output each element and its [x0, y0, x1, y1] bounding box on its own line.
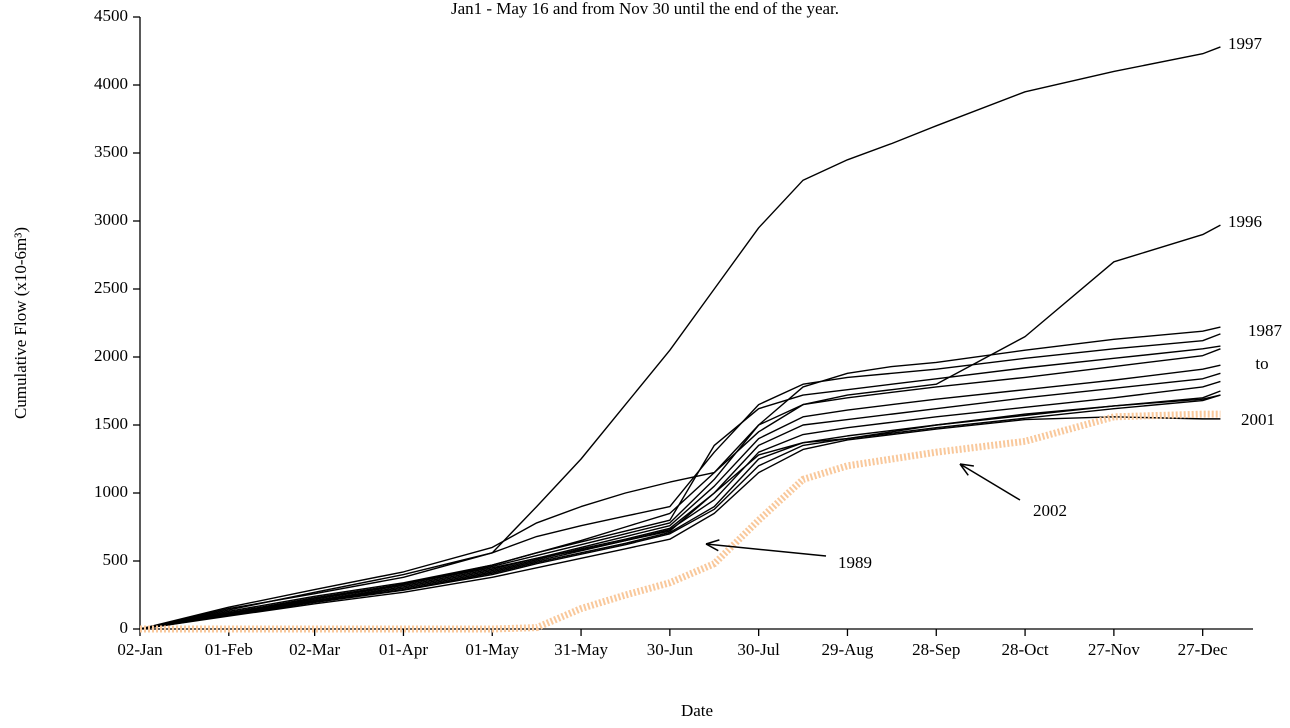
y-tick-label: 500 [103, 550, 129, 569]
arrow [705, 543, 827, 557]
arrow [959, 463, 1021, 501]
series-line [139, 348, 1221, 630]
series-line [139, 224, 1221, 630]
chart-title: Jan1 - May 16 and from Nov 30 until the … [451, 0, 839, 18]
series-line [139, 345, 1221, 630]
annotation: 1996 [1228, 212, 1262, 231]
y-tick-label: 2500 [94, 278, 128, 297]
x-tick-label: 27-Dec [1178, 640, 1228, 659]
annotation: 1987 [1248, 321, 1283, 340]
arrow-head [705, 543, 719, 552]
series-line [139, 394, 1221, 630]
y-tick-label: 1000 [94, 482, 128, 501]
x-tick-label: 01-Apr [379, 640, 428, 659]
series-line [139, 333, 1221, 630]
series-line [139, 46, 1221, 630]
y-tick-label: 1500 [94, 414, 128, 433]
series-line [139, 394, 1221, 630]
arrow-head [959, 463, 974, 467]
x-tick-label: 01-May [465, 640, 519, 659]
annotation: 1989 [838, 553, 872, 572]
x-tick-label: 29-Aug [821, 640, 873, 659]
x-tick-label: 31-May [554, 640, 608, 659]
annotation: to [1255, 354, 1268, 373]
x-tick-label: 02-Jan [117, 640, 163, 659]
series-line [139, 364, 1221, 630]
y-tick-label: 4500 [94, 6, 128, 25]
y-tick-label: 3000 [94, 210, 128, 229]
annotation: 2002 [1033, 501, 1067, 520]
y-tick-label: 0 [120, 618, 129, 637]
series-line [139, 380, 1221, 630]
x-tick-label: 28-Oct [1001, 640, 1048, 659]
x-tick-label: 01-Feb [205, 640, 253, 659]
arrow-head [705, 539, 720, 545]
x-tick-label: 30-Jun [647, 640, 694, 659]
y-axis-label: Cumulative Flow (x10-6m³) [11, 227, 30, 419]
series-line [139, 326, 1221, 630]
y-tick-label: 4000 [94, 74, 128, 93]
x-tick-label: 28-Sep [912, 640, 960, 659]
y-tick-label: 2000 [94, 346, 128, 365]
series-line [140, 410, 1221, 633]
annotation: 1997 [1228, 34, 1263, 53]
x-tick-label: 27-Nov [1088, 640, 1140, 659]
series-line [139, 416, 1221, 630]
x-tick-label: 30-Jul [737, 640, 780, 659]
x-axis-label: Date [681, 701, 713, 720]
x-tick-label: 02-Mar [289, 640, 340, 659]
arrow-head [959, 463, 969, 476]
annotation: 2001 [1241, 410, 1275, 429]
y-tick-label: 3500 [94, 142, 128, 161]
